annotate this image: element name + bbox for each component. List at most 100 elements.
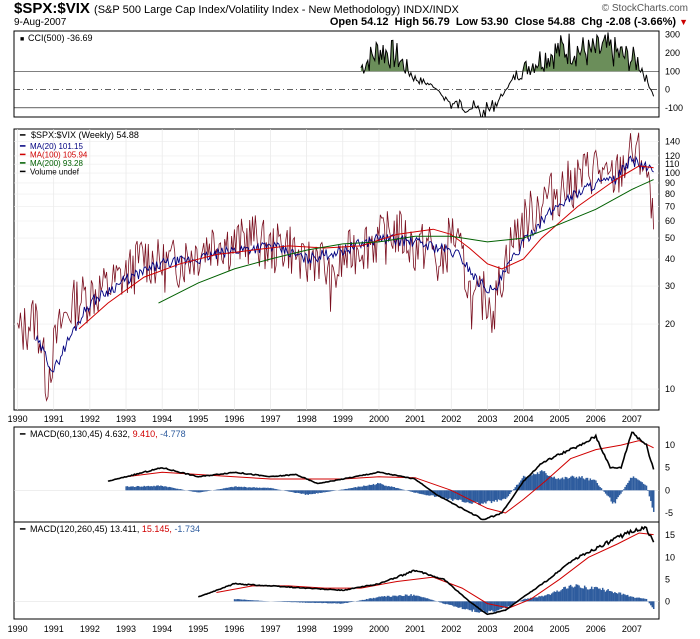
macd-histogram-bar (561, 477, 564, 491)
macd-histogram-bar (428, 598, 430, 602)
macd-histogram-bar (592, 589, 594, 602)
macd-histogram-bar (347, 601, 350, 603)
macd-histogram-bar (346, 488, 348, 491)
macd-histogram-bar (317, 601, 319, 603)
macd-histogram-bar (307, 601, 309, 603)
macd-histogram-bar (431, 599, 433, 602)
macd-histogram-bar (417, 595, 419, 602)
macd-histogram-bar (493, 490, 496, 502)
macd-histogram-bar (629, 477, 632, 491)
cci-y-tick-label: -100 (665, 103, 683, 113)
macd-histogram-bar (583, 585, 586, 602)
macd-histogram-bar (258, 600, 261, 602)
macd-histogram-bar (182, 489, 184, 491)
macd-line (197, 525, 655, 616)
macd-histogram-bar (322, 601, 325, 604)
macd-histogram-bar (172, 487, 175, 491)
macd-histogram-bar (489, 601, 492, 612)
macd-histogram-bar (232, 487, 234, 491)
macd-histogram-bar (389, 486, 391, 491)
macd-histogram-bar (439, 601, 441, 603)
macd-histogram-bar (476, 490, 479, 503)
macd2-x-tick-label: 1996 (224, 624, 244, 634)
macd-histogram-bar (285, 490, 287, 491)
macd-histogram-bar (474, 490, 476, 503)
macd-histogram-bar (597, 588, 600, 602)
macd-histogram-bar (514, 487, 517, 491)
macd-histogram-bar (382, 596, 385, 602)
macd-histogram-bar (429, 490, 432, 496)
price-legend-title: $SPX:$VIX (Weekly) 54.88 (31, 130, 139, 140)
macd-histogram-bar (237, 486, 240, 491)
macd-histogram-bar (251, 600, 254, 602)
price-y-tick-label: 120 (665, 151, 680, 161)
macd-histogram-bar (318, 601, 321, 603)
macd-histogram-bar (286, 490, 289, 492)
macd-histogram-bar (204, 490, 207, 492)
macd-histogram-bar (457, 601, 459, 608)
macd-histogram-bar (639, 598, 642, 602)
macd-histogram-bar (161, 485, 164, 491)
macd-histogram-bar (631, 477, 633, 491)
macd-histogram-bar (171, 487, 173, 491)
macd-histogram-bar (304, 490, 307, 495)
macd-histogram-bar (256, 487, 258, 491)
macd-histogram-bar (582, 478, 585, 491)
macd-histogram-bar (425, 598, 428, 602)
macd-histogram-bar (383, 596, 386, 602)
macd-histogram-bar (604, 591, 607, 602)
macd2-x-tick-label: 2005 (550, 624, 570, 634)
macd-histogram-bar (351, 487, 354, 491)
price-y-tick-label: 60 (665, 216, 675, 226)
macd-histogram-bar (425, 490, 428, 496)
macd-histogram-bar (433, 600, 436, 602)
macd-histogram-bar (428, 490, 430, 496)
macd-histogram-bar (494, 490, 497, 500)
macd-histogram-bar (515, 484, 518, 491)
macd-histogram-bar (590, 586, 593, 602)
macd-histogram-bar (620, 490, 622, 494)
macd-histogram-bar (333, 601, 336, 604)
symbol-description: (S&P 500 Large Cap Index/Volatility Inde… (94, 4, 459, 16)
macd-histogram-bar (421, 490, 423, 495)
macd-histogram-bar (478, 601, 480, 613)
macd-histogram-bar (632, 596, 635, 602)
price-y-tick-label: 140 (665, 137, 680, 147)
macd-histogram-bar (401, 596, 404, 602)
macd-histogram-bar (286, 601, 289, 603)
macd-histogram-bar (417, 490, 419, 494)
macd-histogram-bar (545, 595, 547, 602)
macd-histogram-bar (502, 490, 504, 500)
macd2-x-tick-label: 1995 (188, 624, 208, 634)
macd-histogram-bar (242, 487, 244, 491)
price-y-tick-label: 30 (665, 281, 675, 291)
macd-histogram-bar (581, 588, 583, 602)
macd-histogram-bar (611, 490, 614, 504)
price-y-tick-label: 40 (665, 254, 675, 264)
macd-histogram-bar (628, 480, 631, 491)
macd-histogram-bar (272, 488, 275, 491)
macd-histogram-bar (624, 486, 626, 491)
macd-histogram-bar (235, 486, 237, 491)
macd-histogram-bar (570, 476, 572, 491)
price-x-tick-label: 1991 (44, 414, 64, 424)
macd-histogram-bar (438, 490, 440, 497)
macd-histogram-bar (414, 490, 416, 493)
macd-histogram-bar (490, 601, 493, 611)
price-y-tick-label: 80 (665, 189, 675, 199)
macd-histogram-bar (360, 486, 362, 491)
macd-histogram-bar (500, 490, 503, 501)
price-x-tick-label: 2004 (513, 414, 533, 424)
macd-histogram-bar (467, 601, 469, 610)
macd-histogram-bar (644, 484, 646, 491)
macd-histogram-bar (218, 489, 221, 491)
macd-histogram-bar (578, 585, 580, 602)
macd-histogram-bar (363, 599, 365, 602)
macd-histogram-bar (451, 601, 454, 606)
macd-histogram-bar (510, 490, 512, 493)
macd-histogram-bar (410, 490, 412, 492)
macd-histogram-bar (553, 591, 556, 602)
macd-histogram-bar (338, 601, 340, 604)
macd-histogram-bar (539, 471, 542, 491)
macd-histogram-bar (178, 489, 180, 491)
